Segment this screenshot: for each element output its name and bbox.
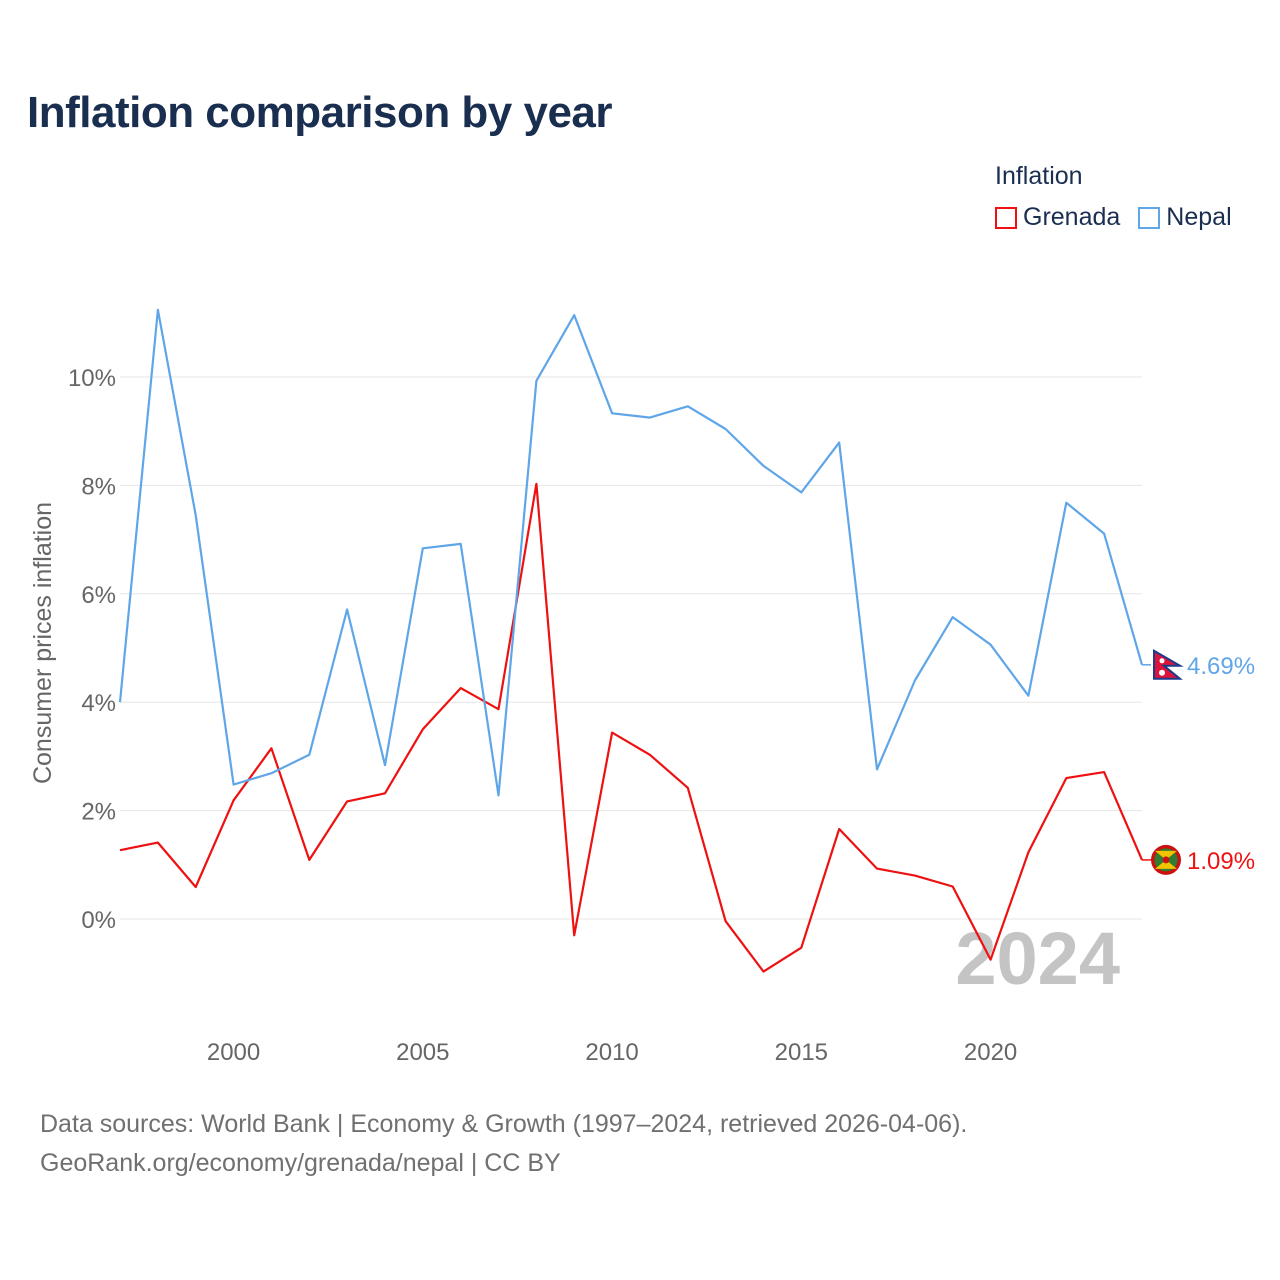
x-tick-label: 2020 [964,1039,1017,1066]
series-group [118,308,1144,973]
y-tick-label: 2% [81,799,116,826]
legend-item-nepal[interactable]: Nepal [1138,203,1232,232]
y-axis-label: Consumer prices inflation [29,502,57,784]
series-line-nepal [118,308,1144,797]
end-value-label-nepal: 4.69% [1187,653,1255,680]
y-tick-label: 4% [81,690,116,717]
y-tick-label: 10% [68,365,116,392]
legend-title: Inflation [995,162,1083,190]
nepal-flag-icon [1151,649,1184,680]
flag-triangle-top [1155,850,1177,860]
y-tick-label: 8% [81,473,116,500]
line-chart: 0%2%4%6%8%10% 2000 2005 2010 2015 2020 2024 … [29,308,1255,1066]
end-value-label-grenada: 1.09% [1187,848,1255,875]
footer: Data sources: World Bank | Economy & Gro… [40,1105,967,1183]
x-tick-label: 2015 [775,1039,828,1066]
legend-swatch-nepal [1138,206,1161,229]
grenada-flag-icon [1151,844,1181,875]
legend-swatch-grenada [995,206,1017,229]
grid [120,376,1142,920]
flag-moon [1159,658,1165,664]
footer-sources: Data sources: World Bank | Economy & Gro… [40,1110,968,1138]
flag-center [1162,856,1170,864]
legend: Inflation Grenada Nepal [995,162,1250,232]
x-tick-label: 2005 [396,1039,449,1066]
footer-attribution[interactable]: GeoRank.org/economy/grenada/nepal | CC B… [40,1149,561,1177]
y-axis: 0% 2% 4% 6% 8% 10% [68,365,116,934]
x-tick-label: 2000 [207,1039,260,1066]
y-tick-label: 6% [81,582,116,609]
legend-label-grenada: Grenada [1023,203,1121,231]
legend-label-nepal: Nepal [1166,203,1232,231]
y-tick-label: 0% [81,907,116,934]
end-labels: 1.09% 4.69% [1142,649,1255,875]
year-watermark: 2024 [955,917,1120,1000]
x-tick-label: 2010 [585,1039,638,1066]
legend-item-grenada[interactable]: Grenada [995,203,1120,232]
x-axis: 2000 2005 2010 2015 2020 [207,1039,1017,1066]
flag-sun [1159,669,1165,676]
flag-triangle-bottom [1155,859,1177,869]
series-line-grenada [119,482,1144,973]
chart-title: Inflation comparison by year [27,88,613,137]
